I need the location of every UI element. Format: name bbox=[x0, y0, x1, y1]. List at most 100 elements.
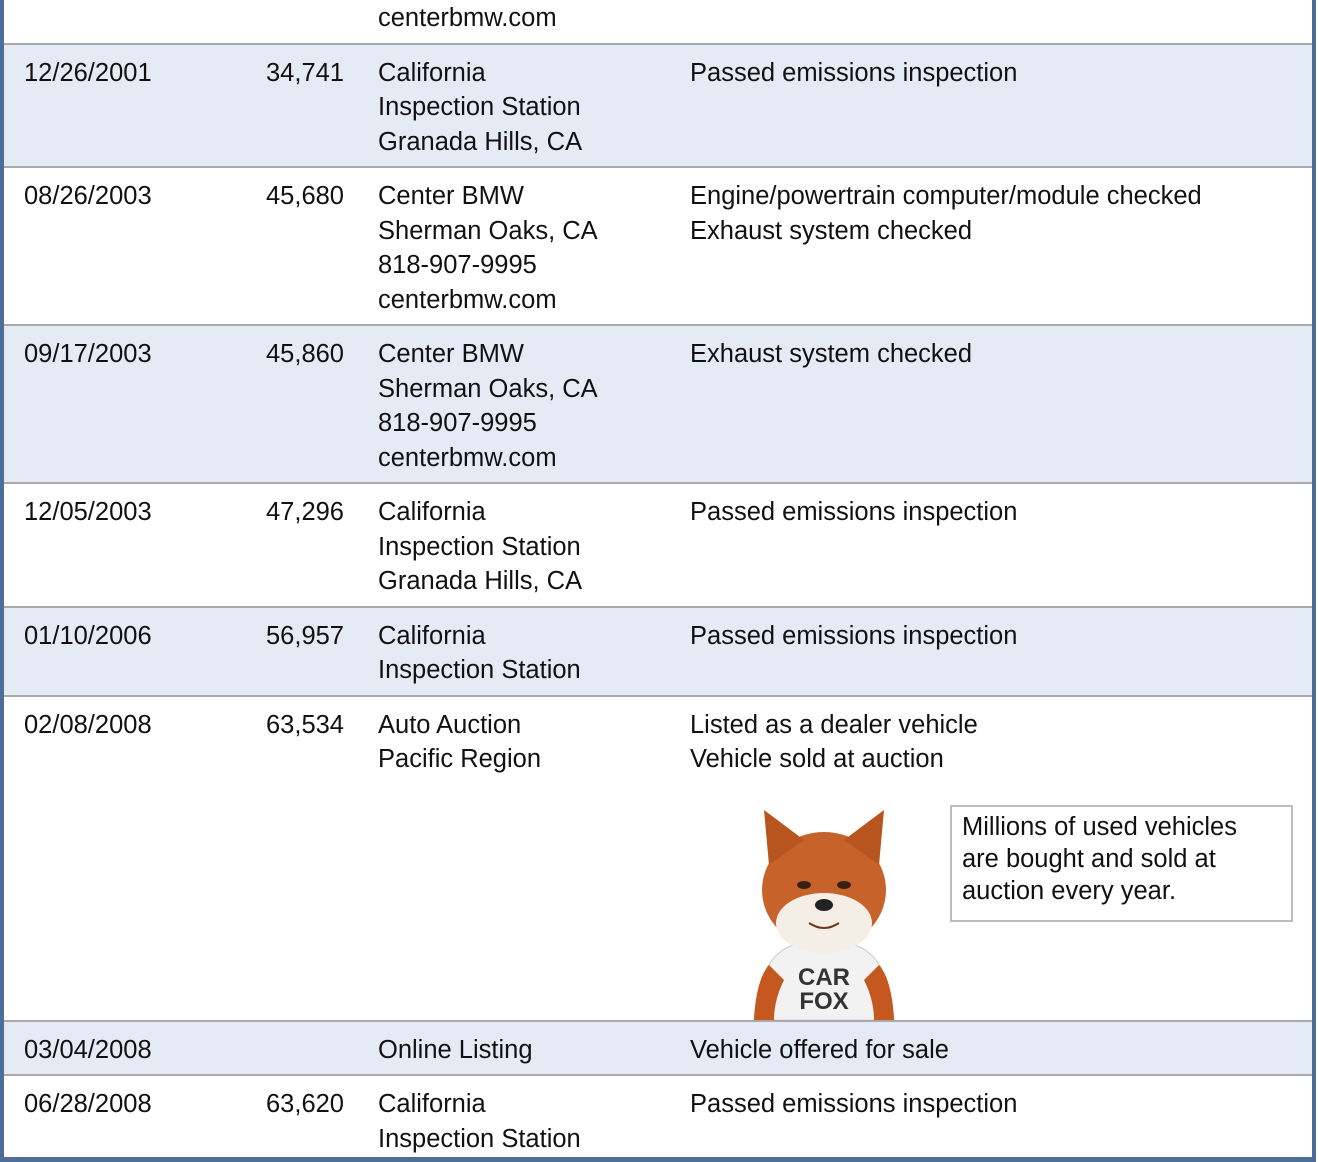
history-row: 03/04/2008 Online Listing Vehicle offered … bbox=[4, 1021, 1312, 1076]
source-line: centerbmw.com bbox=[378, 283, 680, 318]
comment-line: Passed emissions inspection bbox=[690, 56, 1312, 91]
comment-line: Listed as a dealer vehicle bbox=[690, 708, 1312, 743]
date-cell: 01/10/2006 bbox=[4, 607, 244, 696]
callout-line: are bought and sold at bbox=[962, 843, 1291, 875]
date-cell: 12/05/2003 bbox=[4, 483, 244, 607]
source-line: California bbox=[378, 495, 680, 530]
source-line: Inspection Station bbox=[378, 90, 680, 125]
odometer-cell: 63,620 bbox=[244, 1075, 354, 1162]
comments-cell: Exhaust system checked bbox=[680, 325, 1312, 483]
odometer: 45,680 bbox=[244, 179, 344, 214]
comment-line: Engine/powertrain computer/module checke… bbox=[690, 179, 1312, 214]
comment-line: Vehicle offered for sale bbox=[690, 1033, 1312, 1068]
source-line: Center BMW bbox=[378, 337, 680, 372]
callout-line: auction every year. bbox=[962, 875, 1291, 907]
comments-cell: Passed emissions inspection bbox=[680, 44, 1312, 168]
odometer: 63,620 bbox=[244, 1087, 344, 1122]
panel-border bbox=[0, 1157, 1316, 1162]
date: 12/05/2003 bbox=[24, 495, 244, 530]
source-line: Online Listing bbox=[378, 1033, 680, 1068]
source-line: California bbox=[378, 619, 680, 654]
source-line: Center BMW bbox=[378, 179, 680, 214]
history-panel: centerbmw.com12/26/200134,741CaliforniaI… bbox=[0, 0, 1319, 1162]
date: 12/26/2001 bbox=[24, 56, 244, 91]
shirt-text: FOX bbox=[799, 988, 848, 1015]
comment-line: Passed emissions inspection bbox=[690, 1087, 1312, 1122]
odometer: 45,860 bbox=[244, 337, 344, 372]
source-line: Granada Hills, CA bbox=[378, 125, 680, 160]
comments-cell: Engine/powertrain computer/module checke… bbox=[680, 167, 1312, 325]
date: 08/26/2003 bbox=[24, 179, 244, 214]
date-cell: 03/04/2008 bbox=[4, 1021, 244, 1076]
comments-cell: Passed emissions inspection bbox=[680, 483, 1312, 607]
odometer-cell: 45,860 bbox=[244, 325, 354, 483]
comment-line: Passed emissions inspection bbox=[690, 495, 1312, 530]
comment-line: Passed emissions inspection bbox=[690, 619, 1312, 654]
source-line: Pacific Region bbox=[378, 742, 680, 777]
source-line: 818-907-9995 bbox=[378, 248, 680, 283]
date-cell: 12/26/2001 bbox=[4, 44, 244, 168]
odometer-cell: 63,534 bbox=[244, 696, 354, 1021]
date: 02/08/2008 bbox=[24, 708, 244, 743]
odometer: 56,957 bbox=[244, 619, 344, 654]
date-cell: 09/17/2003 bbox=[4, 325, 244, 483]
source-line: Auto Auction bbox=[378, 708, 680, 743]
odometer-cell: 34,741 bbox=[244, 44, 354, 168]
date: 06/28/2008 bbox=[24, 1087, 244, 1122]
shirt-text: CAR bbox=[798, 964, 850, 991]
source-line: California bbox=[378, 1087, 680, 1122]
date-cell bbox=[4, 0, 244, 44]
odometer: 34,741 bbox=[244, 56, 344, 91]
source-line: centerbmw.com bbox=[378, 441, 680, 476]
comments-cell: Passed emissions inspection bbox=[680, 607, 1312, 696]
date-cell: 02/08/2008 bbox=[4, 696, 244, 1021]
comment-line: Exhaust system checked bbox=[690, 214, 1312, 249]
odometer-cell: 45,680 bbox=[244, 167, 354, 325]
odometer: 47,296 bbox=[244, 495, 344, 530]
comment-line: Vehicle sold at auction bbox=[690, 742, 1312, 777]
comments-cell bbox=[680, 0, 1312, 44]
source-line: centerbmw.com bbox=[378, 1, 680, 36]
date: 03/04/2008 bbox=[24, 1033, 244, 1068]
source-line: Inspection Station bbox=[378, 1122, 680, 1157]
odometer: 63,534 bbox=[244, 708, 344, 743]
odometer-cell bbox=[244, 1021, 354, 1076]
odometer-cell bbox=[244, 0, 354, 44]
comments-cell: Passed emissions inspection bbox=[680, 1075, 1312, 1162]
comment-line: Exhaust system checked bbox=[690, 337, 1312, 372]
source-cell: centerbmw.com bbox=[354, 0, 680, 44]
source-line: 818-907-9995 bbox=[378, 406, 680, 441]
date: 09/17/2003 bbox=[24, 337, 244, 372]
source-line: Sherman Oaks, CA bbox=[378, 372, 680, 407]
source-cell: Online Listing bbox=[354, 1021, 680, 1076]
date-cell: 08/26/2003 bbox=[4, 167, 244, 325]
source-line: California bbox=[378, 56, 680, 91]
odometer-cell: 47,296 bbox=[244, 483, 354, 607]
date-cell: 06/28/2008 bbox=[4, 1075, 244, 1162]
odometer-cell: 56,957 bbox=[244, 607, 354, 696]
source-line: Inspection Station bbox=[378, 530, 680, 565]
date: 01/10/2006 bbox=[24, 619, 244, 654]
comments-cell: Vehicle offered for sale bbox=[680, 1021, 1312, 1076]
source-line: Sherman Oaks, CA bbox=[378, 214, 680, 249]
source-line: Inspection Station bbox=[378, 653, 680, 688]
